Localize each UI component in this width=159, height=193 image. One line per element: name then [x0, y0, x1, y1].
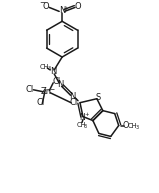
Text: Cl: Cl [25, 85, 34, 94]
Text: Cl: Cl [52, 77, 60, 86]
Text: Cl: Cl [70, 98, 78, 107]
Text: O: O [75, 2, 81, 11]
Text: −: − [49, 86, 54, 91]
Text: 3: 3 [135, 124, 139, 130]
Text: 3: 3 [47, 66, 50, 71]
Text: S: S [96, 93, 101, 102]
Text: CH: CH [40, 64, 49, 70]
Text: O: O [122, 121, 129, 130]
Text: N: N [50, 67, 56, 76]
Text: 3: 3 [84, 124, 87, 129]
Text: Cl: Cl [36, 98, 44, 107]
Text: N: N [59, 6, 65, 15]
Text: O: O [43, 2, 50, 11]
Text: CH: CH [128, 123, 137, 129]
Text: CH: CH [76, 122, 86, 128]
Text: Zn: Zn [41, 87, 52, 96]
Text: N: N [69, 92, 75, 101]
Text: +: + [84, 112, 89, 117]
Text: N: N [57, 80, 63, 89]
Text: −: − [39, 0, 45, 6]
Text: N: N [79, 113, 85, 122]
Text: +: + [63, 6, 68, 11]
